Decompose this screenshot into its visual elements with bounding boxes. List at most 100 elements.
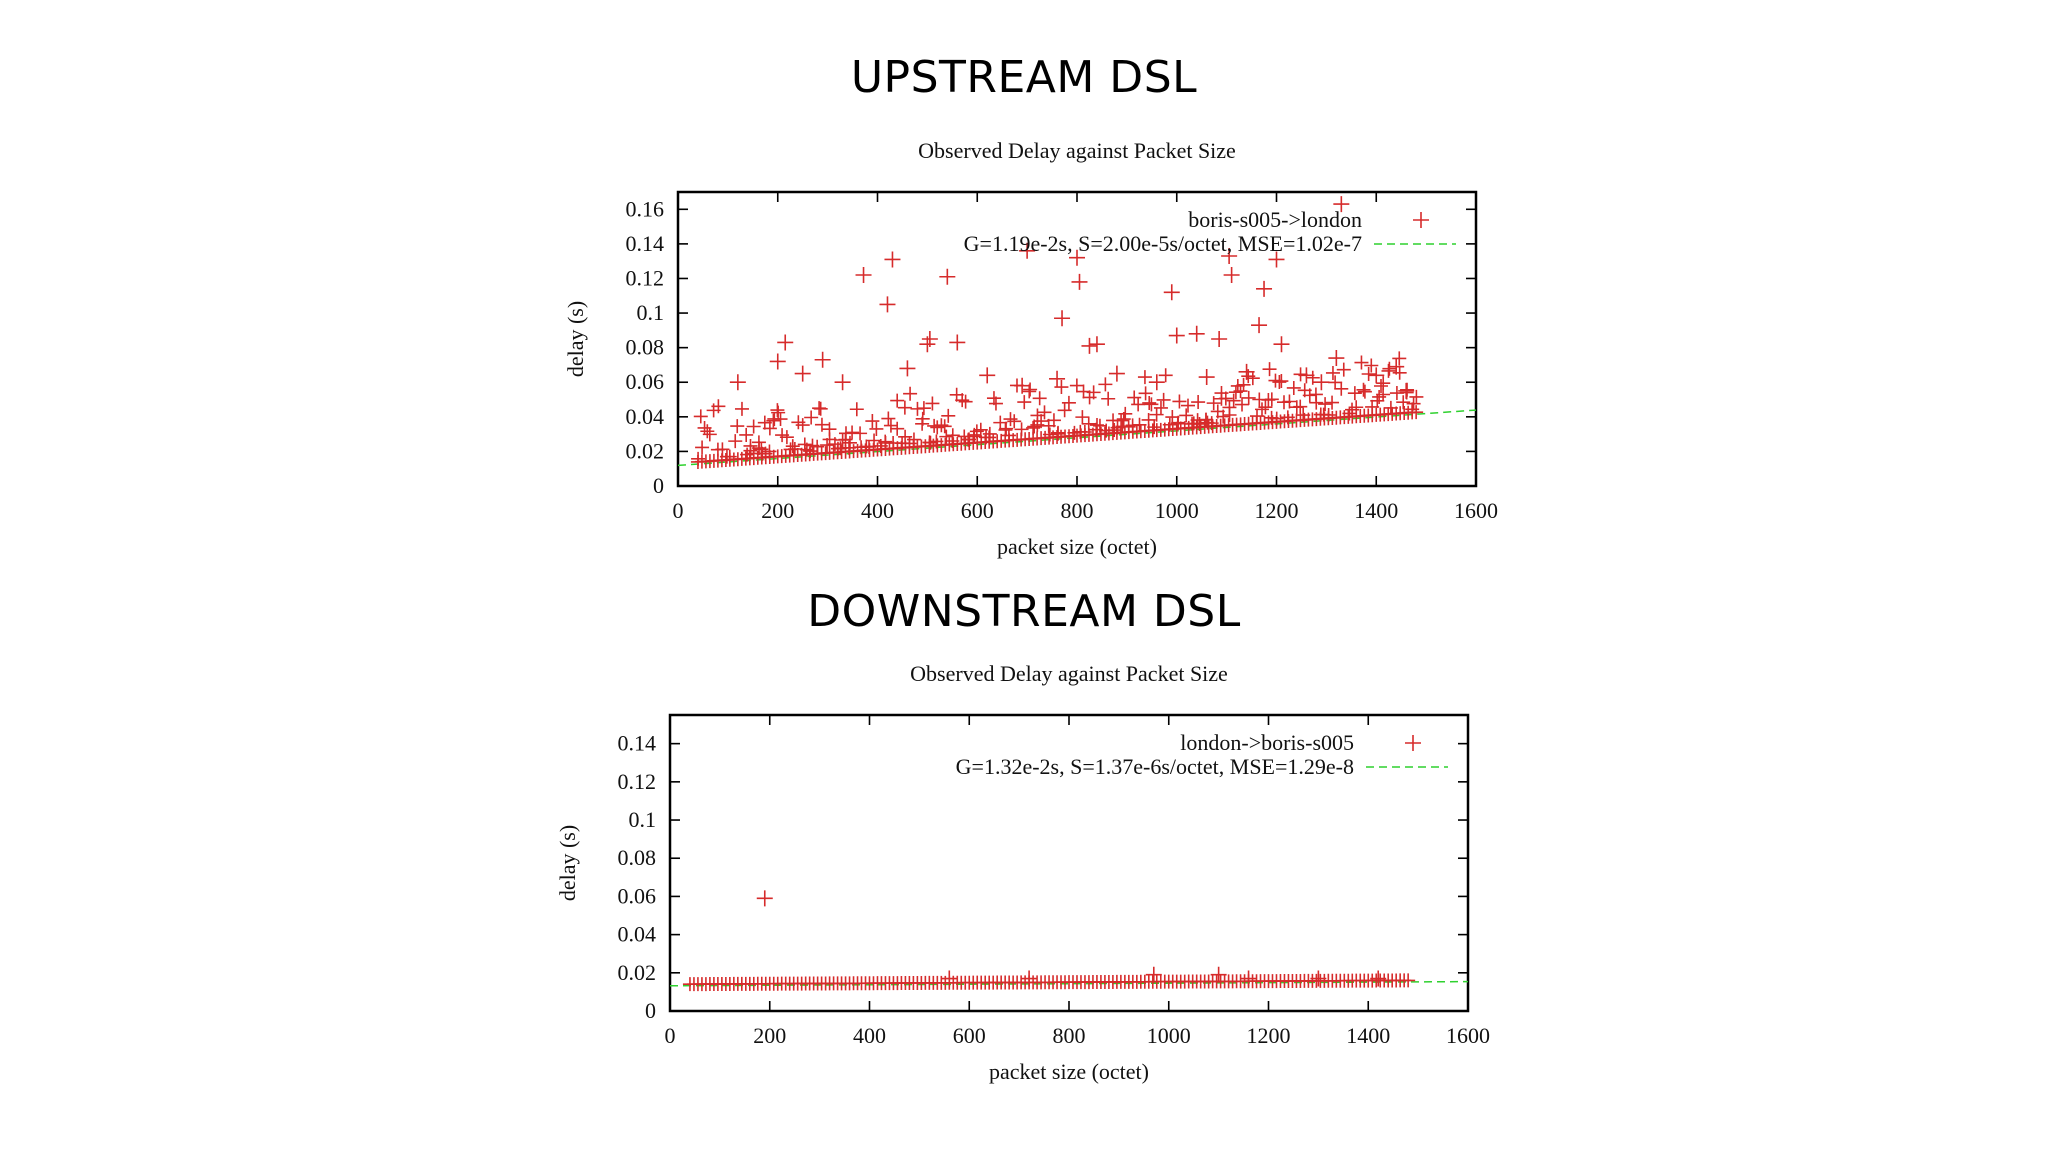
scatter-point [1321, 407, 1336, 422]
legend-marker-points [1413, 212, 1429, 228]
scatter-point [925, 396, 940, 411]
outlier-point [884, 251, 901, 268]
scatter-point [1325, 395, 1340, 410]
scatter-point [766, 413, 781, 428]
scatter-point [1272, 375, 1287, 390]
x-tick-label: 1200 [1255, 498, 1299, 523]
scatter-point [762, 421, 777, 436]
scatter-point [785, 439, 800, 454]
outlier-point [1273, 336, 1290, 353]
scatter-point [1374, 379, 1388, 394]
scatter-point [1262, 362, 1277, 377]
y-tick-label: 0.04 [618, 922, 657, 947]
scatter-point [1003, 412, 1018, 427]
x-tick-label: 200 [753, 1023, 786, 1048]
scatter-point [820, 438, 835, 453]
scatter-point [728, 434, 743, 449]
data-points-group [670, 890, 1468, 992]
scatter-point [1075, 410, 1090, 425]
scatter-point [1030, 417, 1045, 432]
scatter-point [1022, 384, 1037, 399]
scatter-point [1357, 384, 1372, 399]
scatter-point [993, 415, 1008, 430]
scatter-point [752, 441, 767, 456]
y-axis-label: delay (s) [563, 301, 588, 377]
scatter-point [1334, 381, 1349, 396]
scatter-point [1198, 412, 1213, 427]
outlier-point [1223, 267, 1240, 284]
scatter-point [739, 427, 754, 442]
x-tick-label: 1400 [1354, 498, 1398, 523]
x-tick-label: 1000 [1155, 498, 1199, 523]
scatter-point [1069, 378, 1084, 393]
scatter-point [849, 402, 864, 417]
scatter-point [1206, 396, 1221, 411]
y-tick-label: 0.14 [618, 731, 657, 756]
x-tick-label: 1600 [1454, 498, 1498, 523]
x-tick-label: 1200 [1247, 1023, 1291, 1048]
scatter-point [922, 435, 937, 450]
scatter-point [1370, 393, 1385, 408]
scatter-point [1255, 402, 1269, 417]
scatter-point [1107, 423, 1122, 438]
downstream-section-title: DOWNSTREAM DSL [807, 586, 1241, 637]
scatter-point [1181, 398, 1195, 413]
scatter-point [1342, 406, 1357, 421]
scatter-point [1274, 374, 1289, 389]
outlier-point [1049, 370, 1066, 387]
y-tick-label: 0.06 [626, 369, 665, 394]
outlier-point [1021, 970, 1038, 987]
outlier-point [1221, 247, 1238, 264]
scatter-point [1032, 391, 1047, 406]
outlier-point [777, 334, 794, 351]
y-tick-label: 0.1 [629, 807, 657, 832]
outlier-point [1019, 242, 1036, 259]
outlier-point [814, 351, 831, 368]
scatter-point [915, 411, 930, 426]
outlier-point [879, 296, 896, 313]
y-tick-label: 0.06 [618, 883, 657, 908]
scatter-point [883, 418, 898, 433]
scatter-point [1137, 370, 1152, 385]
scatter-point [813, 401, 828, 416]
outlier-point [1370, 970, 1387, 987]
scatter-point [1354, 355, 1369, 370]
outlier-point [1240, 970, 1257, 987]
outlier-point [1054, 310, 1071, 327]
scatter-point [773, 412, 788, 427]
scatter-point [1046, 413, 1061, 428]
scatter-point [869, 421, 884, 436]
y-tick-label: 0.12 [626, 265, 665, 290]
outlier-point [1069, 249, 1085, 266]
outlier-point [1081, 337, 1098, 354]
outlier-point [1388, 358, 1405, 375]
legend-label-points: london->boris-s005 [1180, 730, 1354, 755]
x-tick-label: 1600 [1446, 1023, 1490, 1048]
scatter-point [1376, 376, 1391, 391]
outlier-point [1088, 336, 1105, 353]
x-axis-label: packet size (octet) [989, 1059, 1149, 1084]
scatter-point [779, 430, 794, 445]
scatter-point [934, 418, 949, 433]
scatter-point [715, 442, 730, 457]
scatter-point [1076, 384, 1091, 399]
baseline-point [1401, 973, 1416, 988]
scatter-point [906, 432, 921, 447]
scatter-point [1153, 400, 1168, 415]
scatter-point [1372, 389, 1387, 404]
scatter-point [1241, 390, 1256, 405]
x-tick-label: 0 [665, 1023, 676, 1048]
scatter-point [1396, 395, 1411, 410]
scatter-point [845, 425, 860, 440]
scatter-point [890, 393, 905, 408]
scatter-point [1361, 367, 1376, 382]
outlier-point [1108, 365, 1125, 382]
upstream-delay-chart: Observed Delay against Packet Size 0 200 40… [563, 138, 1498, 559]
outlier-point [1298, 367, 1315, 384]
x-tick-label: 400 [853, 1023, 886, 1048]
data-points-group [678, 196, 1476, 469]
scatter-point [1147, 420, 1162, 435]
scatter-point [1156, 392, 1171, 407]
scatter-point [941, 408, 956, 423]
outlier-point [1014, 377, 1031, 394]
